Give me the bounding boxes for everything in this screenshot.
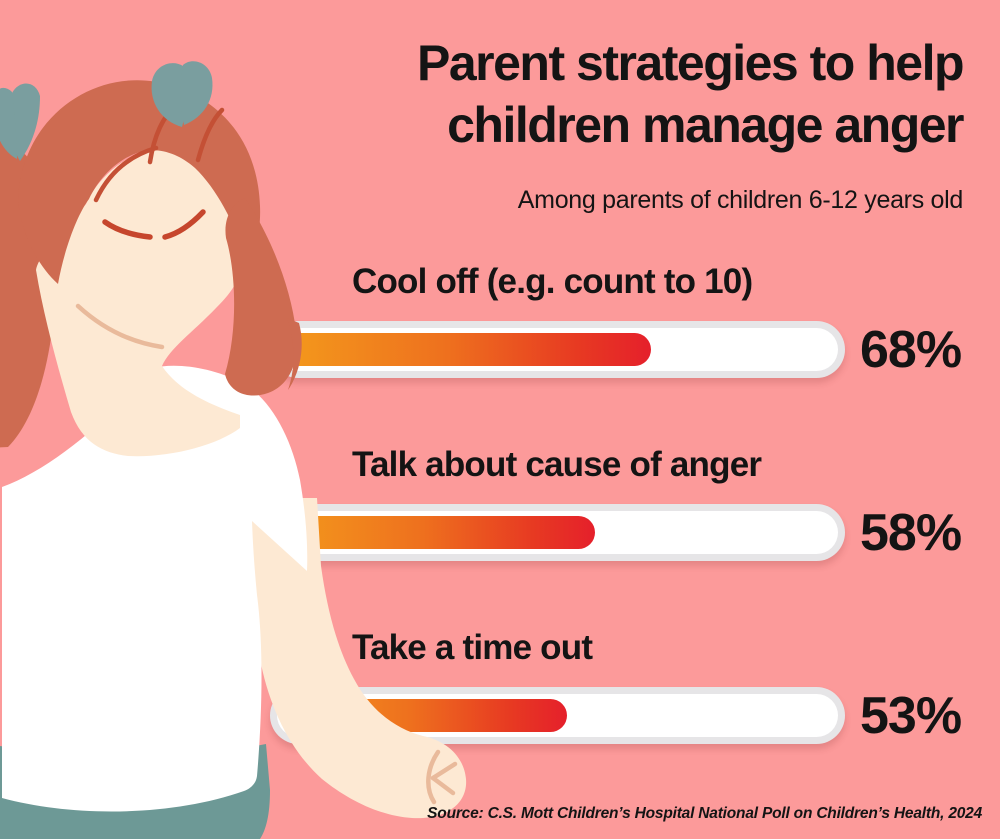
arm-and-fist	[250, 498, 467, 819]
bar-value-cool-off: 68%	[860, 320, 962, 379]
fist-finger-line-upper	[430, 761, 458, 781]
face-and-neck	[36, 145, 249, 457]
bar-row-talk-about	[270, 504, 845, 561]
bang-strand-line-1	[93, 145, 159, 203]
bar-label-cool-off: Cool off (e.g. count to 10)	[352, 262, 753, 301]
girl-illustration	[0, 61, 467, 839]
right-closed-eye	[162, 209, 206, 240]
left-closed-eye	[102, 219, 153, 240]
t-shirt	[2, 365, 308, 812]
fist-finger-line-lower	[430, 775, 456, 796]
bang-strand-line-3	[195, 107, 225, 163]
right-hair-lock	[225, 198, 297, 396]
bar-inner-track	[277, 328, 838, 371]
bar-track	[270, 504, 845, 561]
bar-label-time-out: Take a time out	[352, 628, 593, 667]
bar-row-cool-off	[270, 321, 845, 378]
chin-line	[75, 303, 165, 350]
page-title: Parent strategies to help children manag…	[417, 32, 965, 156]
source-citation: Source: C.S. Mott Children’s Hospital Na…	[427, 805, 982, 822]
page-subtitle: Among parents of children 6-12 years old	[517, 186, 964, 214]
right-hair-bow	[151, 61, 213, 127]
right-hair-strand	[287, 318, 302, 390]
title-line-2: children manage anger	[447, 97, 964, 153]
bar-fill	[282, 333, 652, 366]
bar-fill	[282, 516, 596, 549]
bar-track	[270, 321, 845, 378]
bar-value-time-out: 53%	[860, 686, 962, 745]
bar-inner-track	[277, 511, 838, 554]
bar-value-talk-about: 58%	[860, 503, 962, 562]
left-hair-bow	[0, 83, 40, 161]
title-line-1: Parent strategies to help	[417, 35, 965, 91]
bangs-hair	[18, 80, 261, 285]
fist-knuckle-line	[426, 749, 441, 805]
bar-label-talk-about: Talk about cause of anger	[352, 445, 762, 484]
